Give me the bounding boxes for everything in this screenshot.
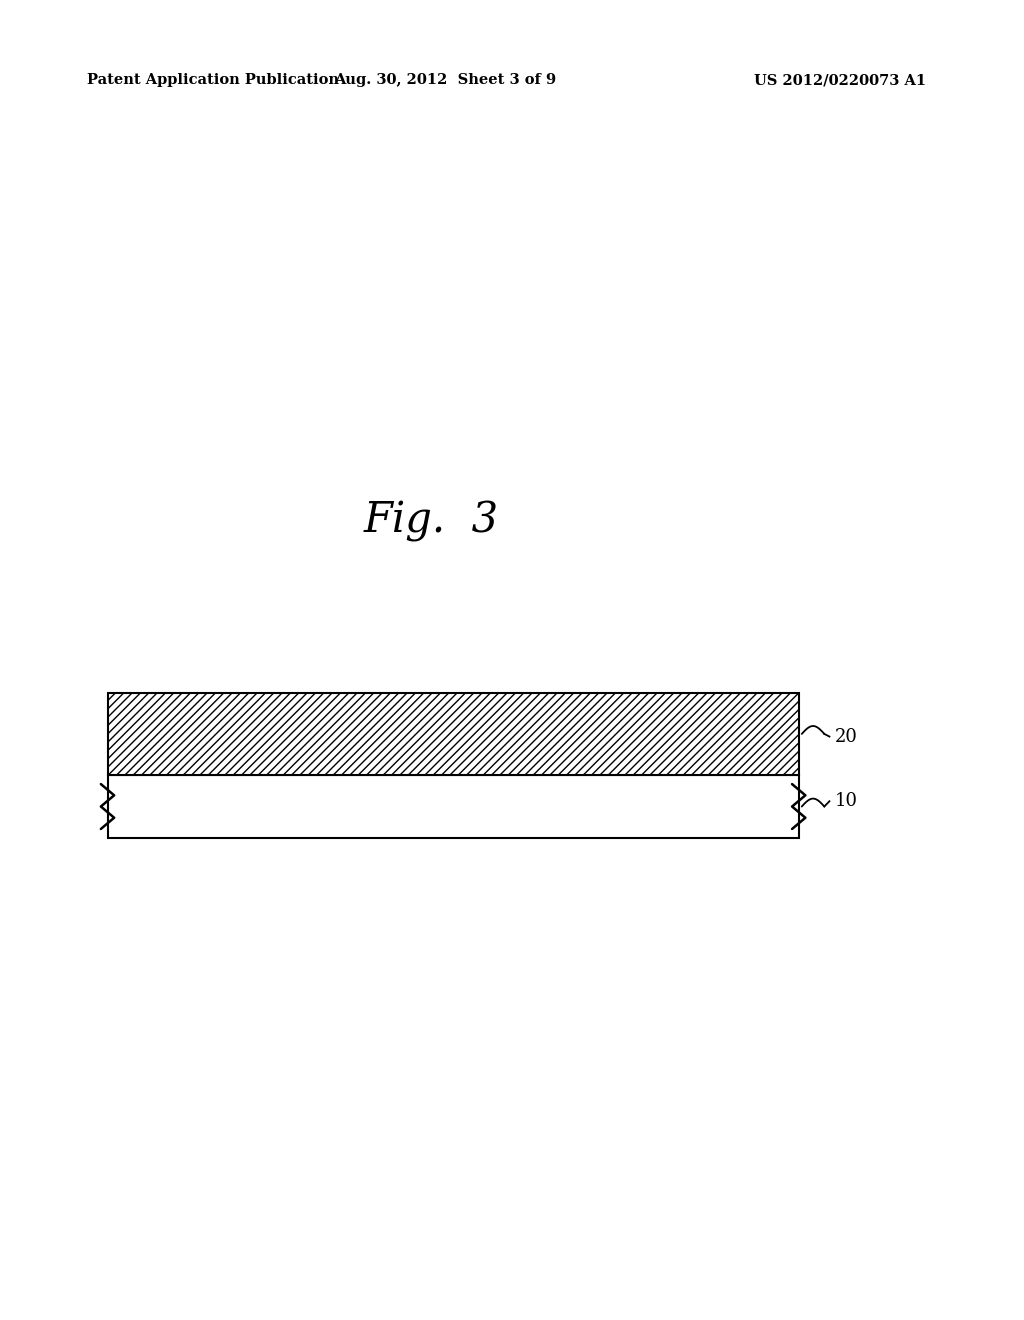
- Text: Patent Application Publication: Patent Application Publication: [87, 73, 339, 87]
- Text: Aug. 30, 2012  Sheet 3 of 9: Aug. 30, 2012 Sheet 3 of 9: [335, 73, 556, 87]
- Text: US 2012/0220073 A1: US 2012/0220073 A1: [754, 73, 926, 87]
- Text: Fig.  3: Fig. 3: [364, 500, 499, 543]
- Bar: [108, 775, 799, 838]
- Text: 10: 10: [835, 792, 857, 810]
- Bar: [108, 693, 799, 775]
- Text: 20: 20: [835, 727, 857, 746]
